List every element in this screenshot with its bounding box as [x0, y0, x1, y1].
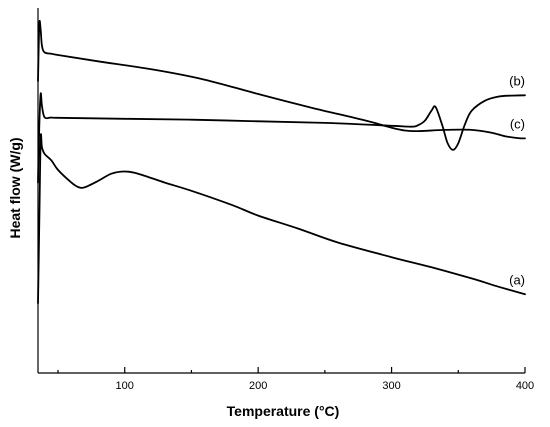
x-tick-label-100: 100 [116, 380, 134, 392]
x-tick-label-300: 300 [382, 380, 400, 392]
series-line-b [37, 92, 526, 184]
series-line-c [37, 19, 526, 140]
x-tick-label-400: 400 [516, 380, 534, 392]
series-line-a [37, 133, 526, 305]
y-axis-title: Heat flow (W/g) [7, 137, 23, 238]
series-labels: (a) (b) (c) [509, 73, 525, 287]
curves [37, 19, 526, 305]
series-label-a: (a) [509, 272, 525, 287]
x-tick-label-200: 200 [249, 380, 267, 392]
series-label-b: (b) [509, 73, 525, 88]
series-label-c: (c) [510, 116, 525, 131]
x-ticks: 100 200 300 400 [57, 367, 534, 392]
x-axis-title: Temperature (°C) [227, 403, 340, 419]
